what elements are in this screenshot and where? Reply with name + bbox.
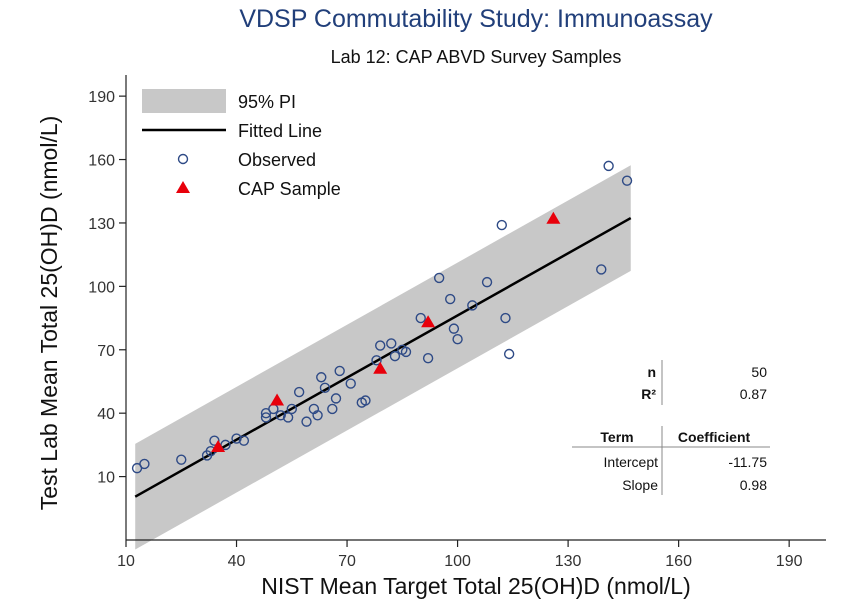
coef-header-coefficient: Coefficient xyxy=(678,429,751,445)
observed-point xyxy=(282,412,294,423)
observed-point xyxy=(496,219,507,231)
observed-point xyxy=(334,365,345,377)
stats-n-label: n xyxy=(647,364,656,380)
y-tick-label: 40 xyxy=(97,406,115,423)
observed-point xyxy=(360,395,371,406)
y-tick-label: 10 xyxy=(97,470,115,487)
legend: 95% PI Fitted Line Observed CAP Sample xyxy=(142,89,341,199)
observed-point xyxy=(452,334,463,345)
observed-point xyxy=(596,264,607,275)
stats-n-value: 50 xyxy=(751,364,767,380)
observed-point xyxy=(400,346,412,358)
stats-r2-label: R² xyxy=(641,386,656,402)
legend-observed-marker xyxy=(177,153,189,165)
y-ticks: 10 40 70 100 130 160 190 xyxy=(88,89,126,487)
x-tick-label: 160 xyxy=(665,553,692,570)
observed-point xyxy=(220,439,231,451)
observed-point xyxy=(275,410,286,421)
coef-slope-term: Slope xyxy=(622,477,658,493)
chart-subtitle: Lab 12: CAP ABVD Survey Samples xyxy=(331,47,622,67)
y-tick-label: 190 xyxy=(88,89,115,106)
y-tick-label: 160 xyxy=(88,153,115,170)
x-tick-label: 10 xyxy=(117,553,135,570)
observed-point xyxy=(301,416,312,427)
observed-point xyxy=(139,458,150,470)
y-tick-label: 100 xyxy=(88,279,115,296)
x-tick-label: 130 xyxy=(555,553,582,570)
observed-point xyxy=(481,276,493,288)
observed-point xyxy=(371,355,382,366)
stats-r2-value: 0.87 xyxy=(740,386,767,402)
observed-point xyxy=(345,378,356,389)
observed-point xyxy=(621,175,633,186)
x-ticks: 10 40 70 100 130 160 190 xyxy=(117,540,803,570)
cap-sample-point xyxy=(211,440,226,452)
coefficient-table: Term Coefficient Intercept -11.75 Slope … xyxy=(572,426,770,495)
observed-point xyxy=(389,350,401,362)
observed-point xyxy=(503,348,515,360)
observed-point xyxy=(286,403,297,415)
legend-pi-swatch xyxy=(142,89,226,113)
observed-point xyxy=(448,323,460,334)
observed-point xyxy=(209,435,220,446)
observed-point xyxy=(293,386,305,398)
axes xyxy=(125,75,826,541)
x-tick-label: 40 xyxy=(228,553,246,570)
observed-point xyxy=(445,293,456,305)
legend-cap-marker xyxy=(176,181,190,193)
x-tick-label: 100 xyxy=(444,553,471,570)
cap-sample-point xyxy=(421,315,436,328)
observed-point xyxy=(375,340,386,351)
cap-sample-point xyxy=(546,211,561,224)
observed-point xyxy=(422,353,434,364)
observed-point xyxy=(500,312,511,324)
observed-point xyxy=(415,312,426,324)
stats-table: n 50 R² 0.87 xyxy=(641,360,767,405)
observed-point xyxy=(260,412,272,423)
y-tick-label: 70 xyxy=(97,343,115,360)
observed-point xyxy=(603,160,614,172)
x-tick-label: 70 xyxy=(338,553,356,570)
chart-title: VDSP Commutability Study: Immunoassay xyxy=(239,5,713,33)
observed-point xyxy=(433,272,445,284)
coef-slope-value: 0.98 xyxy=(740,477,767,493)
y-axis-label: Test Lab Mean Total 25(OH)D (nmol/L) xyxy=(36,116,62,511)
observed-point xyxy=(231,433,242,444)
legend-pi-label: 95% PI xyxy=(238,92,296,112)
observed-point xyxy=(176,454,187,465)
observed-point xyxy=(319,382,331,394)
observed-point xyxy=(312,410,323,421)
coef-intercept-value: -11.75 xyxy=(728,454,767,470)
data-points xyxy=(131,160,633,474)
observed-point xyxy=(238,435,250,446)
x-axis-label: NIST Mean Target Total 25(OH)D (nmol/L) xyxy=(261,573,691,599)
observed-point xyxy=(386,338,397,349)
cap-sample-point xyxy=(270,393,285,406)
x-tick-label: 190 xyxy=(776,553,803,570)
observed-point xyxy=(330,393,342,404)
legend-observed-label: Observed xyxy=(238,150,316,170)
y-tick-label: 130 xyxy=(88,216,115,233)
coef-intercept-term: Intercept xyxy=(604,454,659,470)
coef-header-term: Term xyxy=(600,429,633,445)
cap-sample-point xyxy=(373,361,388,374)
observed-point xyxy=(316,372,327,383)
observed-point xyxy=(467,300,478,311)
observed-point xyxy=(327,403,338,415)
legend-line-label: Fitted Line xyxy=(238,121,322,141)
legend-cap-label: CAP Sample xyxy=(238,179,341,199)
